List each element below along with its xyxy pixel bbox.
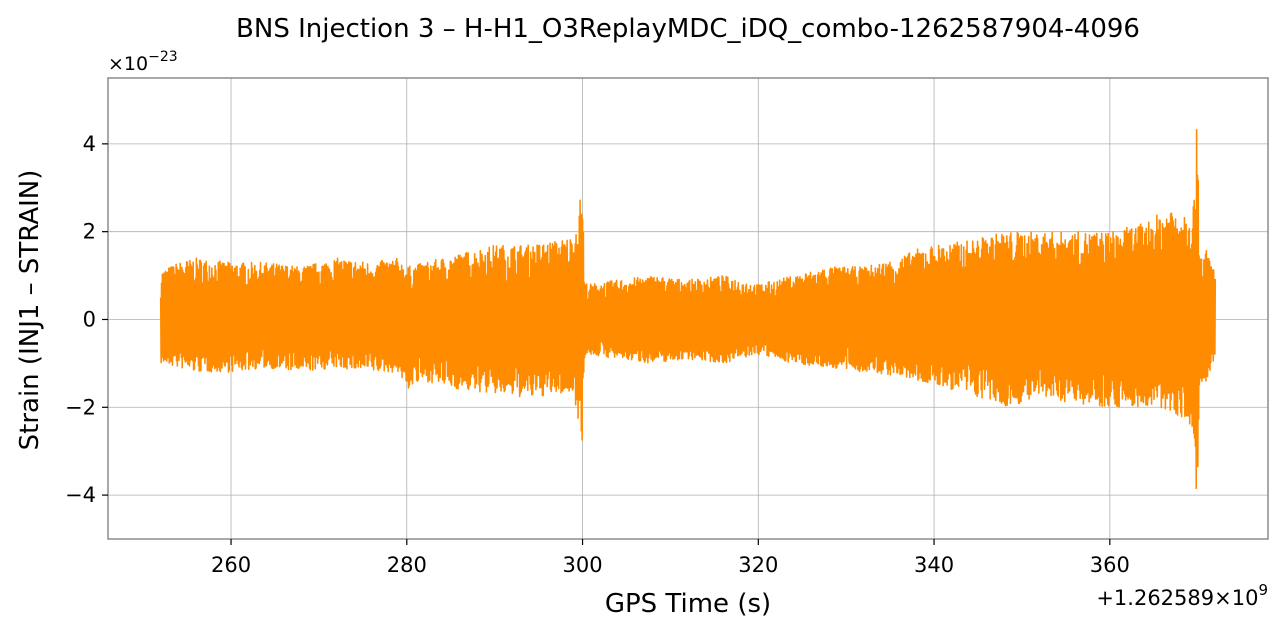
- x-tick-label: 260: [211, 553, 251, 577]
- y-tick-label: −4: [65, 483, 96, 507]
- x-tick-label: 300: [562, 553, 602, 577]
- chart-title: BNS Injection 3 – H-H1_O3ReplayMDC_iDQ_c…: [236, 14, 1140, 44]
- x-tick-label: 320: [738, 553, 778, 577]
- x-tick-label: 340: [914, 553, 954, 577]
- axis-ticks: 260 280 300 320 340 360 −4 −2 0 2 4: [65, 132, 1130, 577]
- y-tick-label: 4: [83, 132, 96, 156]
- strain-series-line: [159, 128, 1217, 490]
- x-axis-label: GPS Time (s): [605, 589, 771, 619]
- y-axis-label: Strain (INJ1 – STRAIN): [15, 170, 45, 451]
- y-scale-factor: ×10−23: [108, 49, 178, 75]
- x-tick-label: 280: [387, 553, 427, 577]
- x-tick-label: 360: [1090, 553, 1130, 577]
- series-group: [159, 128, 1217, 490]
- y-tick-label: −2: [65, 395, 96, 419]
- plot-area-frame: [107, 77, 1269, 540]
- y-tick-label: 2: [83, 220, 96, 244]
- x-offset-label: +1.262589×109: [1096, 581, 1268, 610]
- y-tick-label: 0: [83, 307, 96, 331]
